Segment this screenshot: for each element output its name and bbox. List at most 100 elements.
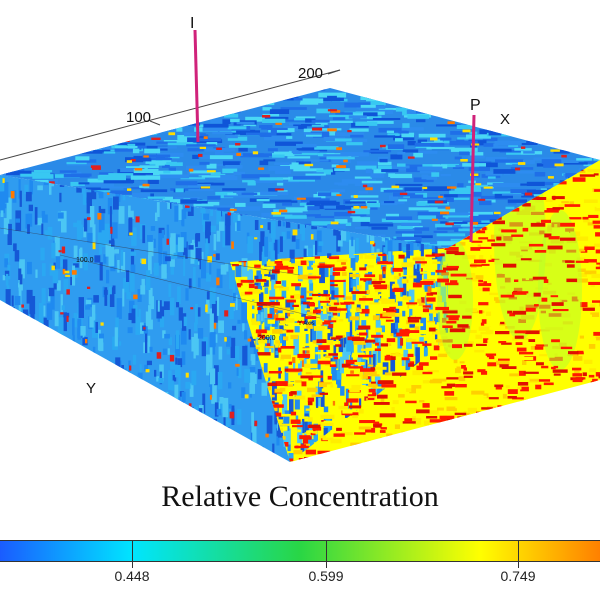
texture-cell: [576, 438, 592, 441]
texture-cell: [524, 192, 533, 196]
texture-cell: [145, 369, 150, 373]
texture-cell: [386, 310, 397, 313]
texture-cell: [266, 415, 273, 434]
texture-cell: [11, 295, 14, 307]
texture-cell: [478, 198, 486, 201]
texture-cell: [172, 375, 177, 382]
texture-cell: [188, 403, 192, 407]
texture-cell: [229, 208, 237, 211]
texture-cell: [362, 184, 368, 188]
texture-cell: [546, 405, 560, 408]
texture-cell: [483, 415, 495, 419]
texture-cell: [414, 150, 438, 154]
texture-cell: [197, 328, 204, 339]
texture-cell: [185, 115, 194, 120]
texture-cell: [304, 308, 312, 311]
texture-cell: [449, 380, 454, 385]
texture-cell: [514, 335, 524, 339]
texture-cell: [522, 203, 531, 207]
texture-cell: [142, 225, 146, 244]
top-tick-100: [149, 120, 161, 126]
texture-cell: [281, 88, 288, 90]
texture-cell: [594, 243, 600, 247]
texture-cell: [584, 270, 597, 275]
texture-cell: [304, 443, 310, 446]
texture-cell: [83, 218, 88, 232]
texture-cell: [284, 366, 289, 387]
texture-cell: [65, 436, 71, 448]
texture-cell: [421, 174, 429, 180]
texture-cell: [86, 95, 117, 100]
texture-cell: [398, 273, 401, 277]
texture-cell: [514, 450, 521, 454]
texture-cell: [468, 243, 478, 249]
texture-cell: [392, 283, 399, 287]
texture-cell: [517, 170, 536, 174]
texture-cell: [95, 424, 100, 430]
texture-cell: [539, 455, 545, 460]
texture-cell: [391, 185, 400, 189]
texture-cell: [547, 245, 563, 250]
texture-cell: [89, 397, 93, 414]
texture-cell: [255, 279, 267, 282]
texture-cell: [278, 315, 285, 319]
texture-cell: [454, 412, 467, 416]
texture-cell: [455, 192, 482, 197]
texture-cell: [144, 148, 161, 154]
texture-cell: [30, 120, 41, 125]
texture-cell: [25, 100, 40, 106]
texture-cell: [418, 215, 439, 220]
texture-cell: [166, 105, 193, 109]
texture-cell: [306, 290, 314, 294]
texture-cell: [330, 110, 341, 113]
texture-cell: [454, 187, 481, 192]
texture-cell: [493, 169, 516, 174]
texture-cell: [117, 260, 120, 273]
texture-cell: [114, 327, 118, 347]
texture-cell: [592, 402, 600, 406]
texture-cell: [189, 383, 194, 397]
texture-cell: [371, 226, 388, 230]
texture-cell: [486, 132, 516, 137]
texture-cell: [424, 309, 439, 314]
texture-cell: [375, 234, 386, 237]
texture-cell: [153, 452, 156, 462]
texture-cell: [29, 111, 56, 116]
texture-cell: [446, 406, 457, 412]
texture-cell: [515, 342, 523, 345]
texture-cell: [212, 94, 242, 97]
texture-cell: [181, 209, 185, 227]
texture-cell: [552, 309, 569, 312]
texture-cell: [170, 188, 200, 191]
texture-cell: [11, 307, 15, 328]
texture-cell: [166, 238, 169, 245]
texture-cell: [592, 378, 598, 383]
texture-cell: [574, 236, 589, 241]
texture-cell: [144, 364, 148, 371]
texture-cell: [10, 393, 16, 400]
texture-cell: [140, 285, 146, 295]
texture-cell: [260, 266, 274, 270]
texture-cell: [433, 230, 448, 233]
texture-cell: [184, 132, 201, 137]
texture-cell: [402, 421, 416, 424]
texture-cell: [63, 278, 69, 294]
texture-cell: [16, 110, 40, 114]
texture-cell: [514, 148, 532, 151]
texture-cell: [364, 447, 374, 451]
texture-cell: [196, 136, 206, 139]
texture-cell: [18, 268, 22, 280]
texture-cell: [297, 429, 301, 433]
texture-cell: [470, 277, 481, 282]
texture-cell: [213, 205, 234, 210]
texture-cell: [349, 128, 369, 132]
texture-cell: [164, 333, 170, 339]
texture-cell: [590, 425, 596, 428]
texture-cell: [440, 211, 449, 215]
texture-cell: [191, 137, 222, 142]
texture-cell: [344, 402, 349, 406]
texture-cell: [331, 317, 338, 322]
texture-cell: [57, 212, 64, 219]
texture-cell: [49, 412, 54, 433]
texture-cell: [102, 455, 107, 460]
